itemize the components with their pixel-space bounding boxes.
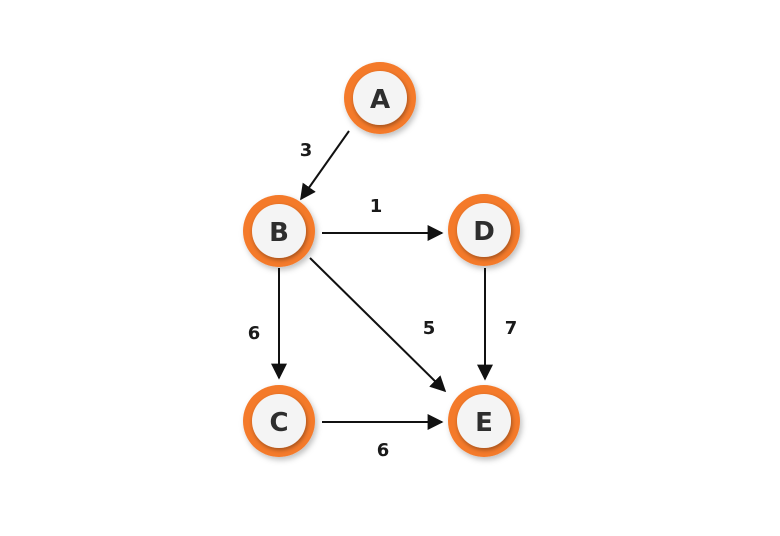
weight-label-B-C: 6 [248, 323, 261, 344]
weight-label-A-B: 3 [300, 140, 313, 161]
edge-weights: 3 1 6 5 7 6 [248, 140, 518, 461]
weight-label-D-E: 7 [505, 318, 518, 339]
node-label-A: A [370, 85, 390, 115]
node-label-B: B [269, 218, 289, 248]
nodes: A B C D E [243, 62, 520, 457]
weight-label-C-E: 6 [377, 440, 390, 461]
node-B: B [243, 195, 315, 267]
edge-A-B [300, 130, 350, 201]
node-label-D: D [473, 217, 495, 247]
node-C: C [243, 385, 315, 457]
edge-B-E [309, 257, 447, 393]
node-A: A [344, 62, 416, 134]
node-label-E: E [475, 408, 493, 438]
node-label-C: C [269, 408, 288, 438]
edges [271, 130, 493, 430]
node-D: D [448, 194, 520, 266]
weight-label-B-D: 1 [370, 196, 383, 217]
node-E: E [448, 385, 520, 457]
weight-label-B-E: 5 [423, 318, 436, 339]
